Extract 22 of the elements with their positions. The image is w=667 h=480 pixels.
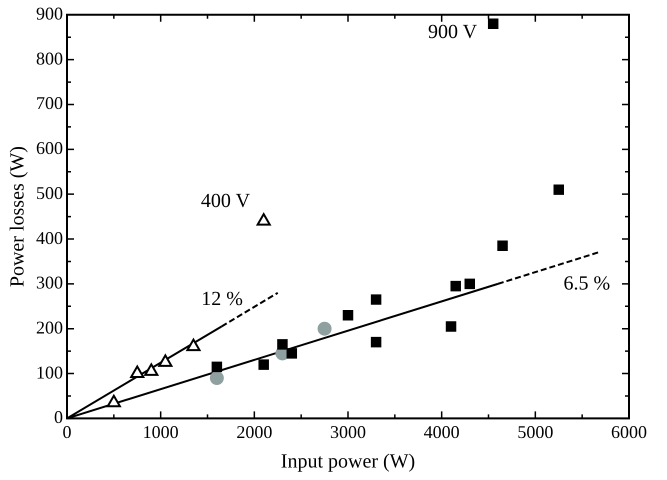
y-tick-label: 0: [54, 407, 63, 428]
x-axis-title: Input power (W): [280, 450, 416, 472]
annotation: 400 V: [200, 190, 251, 212]
x-tick-label: 2000: [236, 422, 272, 442]
x-tick-label: 5000: [517, 422, 554, 442]
y-tick-label: 300: [36, 272, 63, 293]
y-tick-label: 800: [36, 48, 63, 68]
y-tick-label: 200: [36, 317, 63, 338]
y-tick-label: 500: [36, 182, 63, 203]
y-tick-label: 400: [36, 228, 63, 248]
x-tick-label: 3000: [330, 422, 366, 442]
x-tick-label: 1000: [142, 422, 179, 442]
y-tick-label: 600: [36, 138, 63, 158]
annotation: 12 %: [201, 288, 243, 310]
y-axis-title: Power losses (W): [6, 146, 28, 288]
y-tick-label: 700: [36, 93, 63, 114]
x-tick-label: 4000: [424, 422, 460, 442]
y-tick-label: 100: [36, 362, 63, 382]
y-tick-label: 900: [36, 4, 63, 24]
annotation: 6.5 %: [564, 272, 610, 295]
x-tick-label: 6000: [611, 422, 647, 442]
annotation: 900 V: [428, 21, 478, 44]
